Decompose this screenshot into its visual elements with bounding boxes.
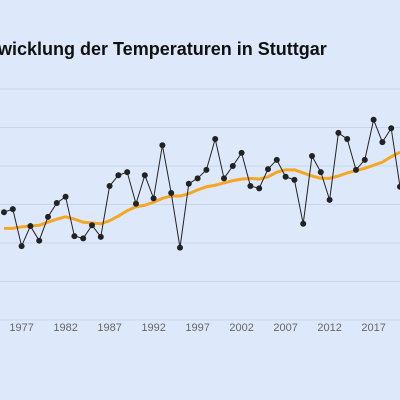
series-line	[3, 119, 400, 249]
data-point	[212, 136, 219, 143]
data-point	[53, 199, 60, 206]
data-point	[168, 189, 175, 196]
x-tick-label: 1982	[53, 322, 77, 334]
data-point	[291, 176, 298, 183]
x-tick-label: 2017	[361, 322, 385, 334]
data-point	[150, 195, 157, 202]
chart-title: wicklung der Temperaturen in Stuttgar	[0, 39, 327, 59]
data-point	[370, 116, 377, 123]
data-point	[335, 129, 342, 136]
data-point	[238, 149, 245, 156]
data-point	[397, 183, 400, 190]
data-point	[247, 183, 254, 190]
data-point	[27, 223, 34, 230]
data-point	[379, 139, 386, 146]
data-point	[317, 169, 324, 176]
data-point	[141, 172, 148, 179]
x-tick-label: 1987	[97, 322, 121, 334]
data-point	[326, 196, 333, 203]
data-point	[256, 185, 263, 192]
data-point	[265, 166, 271, 173]
data-point	[282, 173, 289, 180]
data-point	[361, 156, 368, 163]
data-point	[159, 142, 166, 149]
data-point	[309, 152, 315, 159]
data-point	[9, 206, 16, 213]
data-point	[344, 136, 351, 143]
x-tick-label: 1977	[9, 322, 33, 334]
data-point	[89, 222, 95, 229]
data-point	[71, 233, 78, 240]
data-point	[45, 213, 51, 220]
data-point	[185, 180, 192, 187]
data-point	[1, 209, 7, 216]
data-point	[353, 166, 359, 173]
x-tick-label: 2007	[273, 322, 297, 334]
data-point	[18, 243, 25, 250]
data-point	[106, 183, 113, 190]
data-point	[203, 166, 210, 173]
data-point	[124, 169, 131, 176]
x-tick-label: 1992	[141, 322, 165, 334]
data-point	[273, 156, 280, 163]
data-point	[62, 193, 69, 200]
x-tick-label: 1997	[185, 322, 209, 334]
data-point	[221, 175, 227, 182]
data-point	[97, 233, 104, 240]
data-point	[177, 244, 183, 251]
data-point	[388, 125, 395, 132]
data-point	[133, 200, 139, 207]
data-point	[229, 163, 236, 169]
data-point	[194, 175, 201, 182]
data-point	[115, 172, 122, 179]
x-tick-label: 2012	[317, 322, 341, 334]
x-tick-label: 2002	[229, 322, 253, 334]
data-point	[36, 237, 43, 244]
data-point	[80, 235, 87, 242]
data-point	[300, 220, 307, 227]
